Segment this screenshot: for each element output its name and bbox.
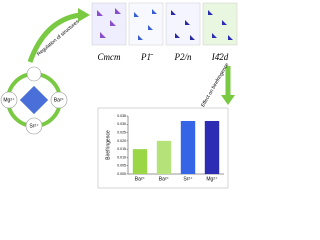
crystal-icon bbox=[19, 85, 49, 115]
node bbox=[50, 91, 68, 109]
bar bbox=[156, 140, 172, 174]
arrow-head bbox=[78, 8, 90, 22]
graphical-abstract: Mg²⁺ Ba²⁺ Sr²⁺ Regulation of structures … bbox=[0, 2, 238, 189]
y-tick-label: 0.025 bbox=[117, 130, 126, 134]
x-tick-label: Sr²⁺ bbox=[183, 176, 193, 182]
node bbox=[25, 117, 43, 135]
panel bbox=[165, 2, 201, 46]
space-group: Cmcm bbox=[98, 52, 121, 62]
cycle: Mg²⁺ Ba²⁺ Sr²⁺ bbox=[0, 66, 68, 135]
cation-label: Mg²⁺ bbox=[3, 97, 15, 103]
x-tick-label: Ba²⁺ bbox=[159, 176, 170, 182]
space-group: P2/n bbox=[174, 52, 192, 62]
space-group: P1̄ bbox=[140, 52, 154, 62]
x-tick-label: Mg²⁺ bbox=[206, 176, 218, 182]
y-tick-label: 0.015 bbox=[117, 147, 126, 151]
cation-label: Sr²⁺ bbox=[29, 123, 39, 129]
polyhedra bbox=[208, 10, 233, 40]
y-tick-label: 0.000 bbox=[117, 172, 126, 176]
y-tick-label: 0.035 bbox=[117, 114, 126, 118]
arrow-head bbox=[221, 95, 235, 105]
bar bbox=[132, 149, 148, 174]
y-tick-label: 0.010 bbox=[117, 155, 126, 159]
panel bbox=[91, 2, 127, 46]
bar bbox=[180, 120, 196, 174]
panel bbox=[128, 2, 164, 46]
y-axis-label: Birefringence bbox=[105, 130, 111, 160]
y-tick-label: 0.005 bbox=[117, 164, 126, 168]
polyhedra bbox=[134, 9, 157, 40]
panel bbox=[202, 2, 238, 46]
arrow bbox=[27, 12, 81, 63]
space-group: I4̄2d bbox=[211, 52, 229, 62]
bar bbox=[204, 120, 220, 174]
x-tick-label: Ba²⁺ bbox=[135, 176, 146, 182]
node bbox=[0, 91, 18, 109]
y-tick-label: 0.030 bbox=[117, 122, 126, 126]
node bbox=[26, 66, 42, 82]
polyhedra bbox=[171, 10, 195, 40]
cation-label: Ba²⁺ bbox=[54, 97, 65, 103]
structures: Cmcm P1̄ P2/n I4̄2d bbox=[91, 2, 238, 62]
y-tick-label: 0.020 bbox=[117, 139, 126, 143]
